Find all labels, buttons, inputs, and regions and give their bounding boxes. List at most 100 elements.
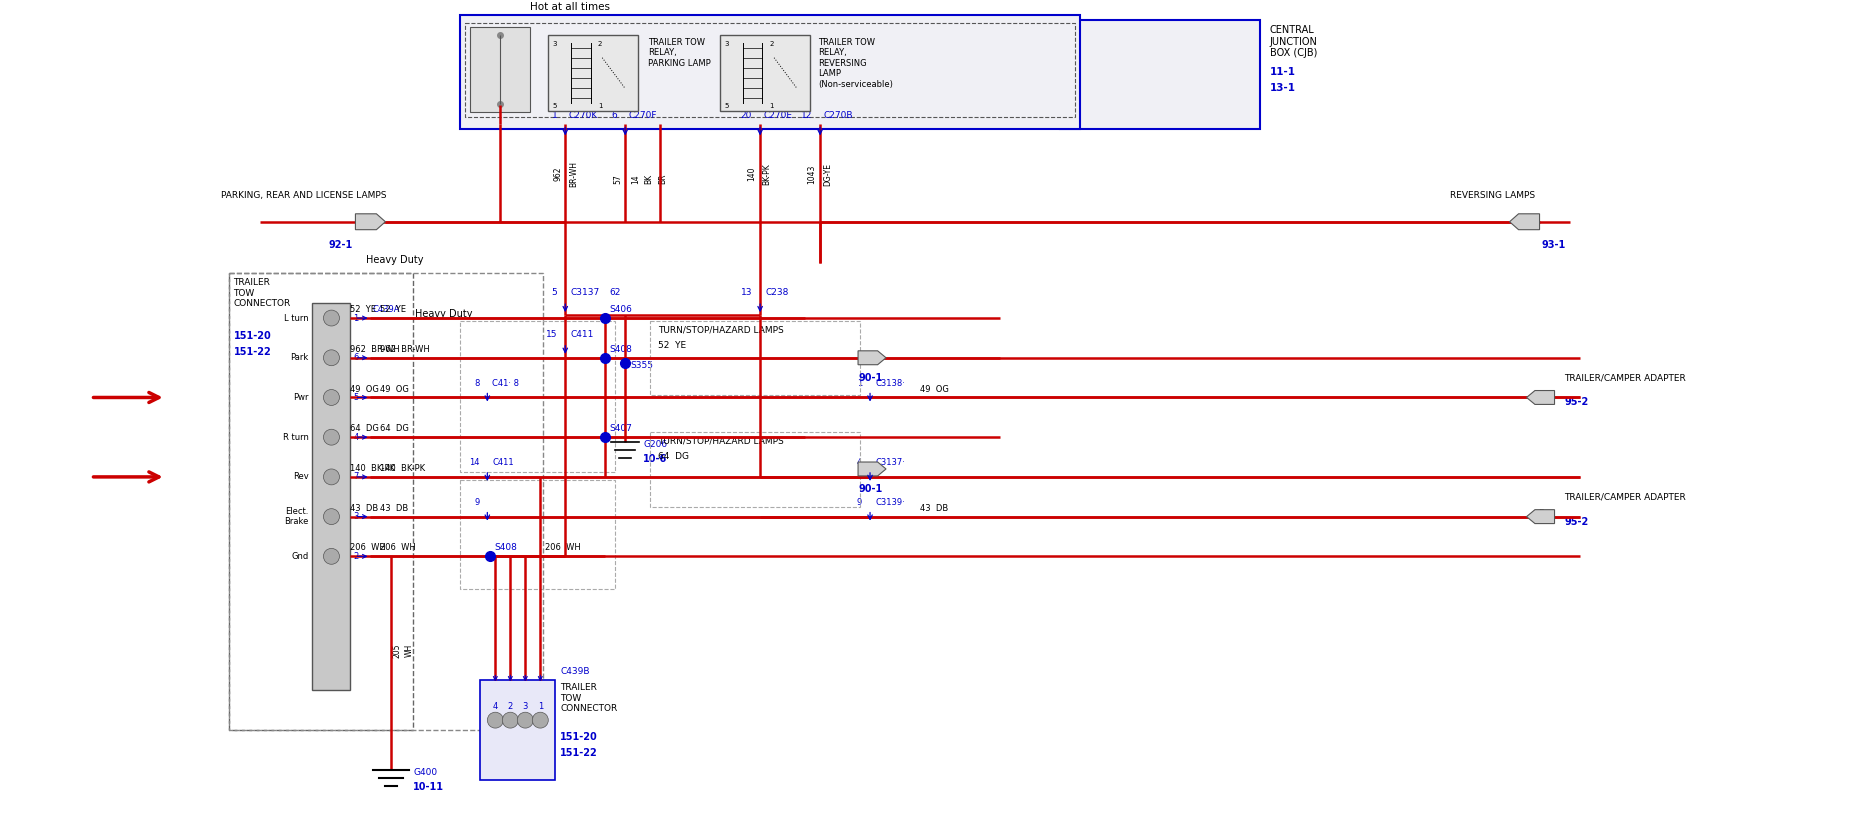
Text: Gnd: Gnd: [291, 552, 308, 560]
Text: 52  YE: 52 YE: [380, 305, 406, 314]
Circle shape: [323, 508, 339, 524]
Bar: [649, 432, 859, 507]
Text: TRAILER TOW
RELAY,
PARKING LAMP: TRAILER TOW RELAY, PARKING LAMP: [647, 38, 710, 68]
Text: 1: 1: [857, 378, 861, 388]
Text: PARKING, REAR AND LICENSE LAMPS: PARKING, REAR AND LICENSE LAMPS: [221, 191, 386, 200]
Text: C3137·: C3137·: [874, 458, 905, 467]
Text: 52  YE: 52 YE: [351, 305, 377, 314]
Text: Rev: Rev: [293, 472, 308, 482]
Text: 43  DB: 43 DB: [351, 503, 378, 513]
Bar: [228, 274, 544, 730]
Text: 962  BR-WH: 962 BR-WH: [351, 345, 401, 354]
Text: BR: BR: [659, 174, 668, 185]
Text: 52  YE: 52 YE: [659, 341, 686, 350]
Text: 1: 1: [770, 102, 774, 108]
Text: BK: BK: [644, 174, 653, 184]
Polygon shape: [356, 214, 386, 230]
Text: F10
20A: F10 20A: [490, 43, 506, 62]
Text: TURN/STOP/HAZARD LAMPS: TURN/STOP/HAZARD LAMPS: [659, 325, 783, 334]
Text: 5: 5: [553, 102, 556, 108]
Text: S408: S408: [493, 544, 518, 552]
Text: 6: 6: [610, 112, 618, 121]
Text: 1: 1: [551, 112, 556, 121]
Text: TRAILER/CAMPER ADAPTER: TRAILER/CAMPER ADAPTER: [1564, 373, 1686, 383]
Circle shape: [323, 549, 339, 565]
Text: TRAILER
TOW
CONNECTOR: TRAILER TOW CONNECTOR: [234, 279, 291, 308]
Bar: [720, 35, 809, 111]
Text: L turn: L turn: [284, 314, 308, 322]
Bar: [460, 15, 1080, 129]
Text: 3: 3: [352, 512, 358, 521]
Text: 12: 12: [800, 112, 812, 121]
Polygon shape: [857, 462, 885, 476]
Text: 7: 7: [352, 472, 358, 482]
Text: 1: 1: [538, 702, 544, 711]
Text: TRAILER TOW
RELAY,
REVERSING
LAMP
(Non-serviceable): TRAILER TOW RELAY, REVERSING LAMP (Non-s…: [818, 38, 892, 89]
Text: Elect.
Brake: Elect. Brake: [284, 507, 308, 526]
Text: 151-22: 151-22: [560, 748, 597, 758]
Text: 4: 4: [352, 433, 358, 441]
Text: 2: 2: [597, 41, 601, 47]
Text: 1: 1: [597, 102, 601, 108]
Text: 11-1: 11-1: [1269, 67, 1295, 77]
Text: 43  DB: 43 DB: [920, 503, 948, 513]
Text: TURN/STOP/HAZARD LAMPS: TURN/STOP/HAZARD LAMPS: [659, 436, 783, 446]
Text: 14: 14: [469, 458, 479, 467]
Text: 9: 9: [473, 498, 479, 507]
Text: Hot at all times: Hot at all times: [531, 3, 610, 13]
Text: 206  WH: 206 WH: [545, 544, 581, 552]
Text: S407: S407: [608, 425, 633, 433]
Text: 49  OG: 49 OG: [351, 384, 378, 393]
Text: 206  WH: 206 WH: [351, 544, 386, 552]
Bar: [547, 35, 638, 111]
Text: G400: G400: [414, 768, 438, 777]
Text: S355: S355: [631, 361, 653, 370]
Text: 13: 13: [740, 289, 751, 297]
Circle shape: [518, 712, 532, 728]
Text: 205: 205: [393, 644, 403, 658]
Text: Heavy Duty: Heavy Duty: [365, 255, 423, 265]
Text: 2: 2: [770, 41, 774, 47]
Text: A: A: [1538, 390, 1543, 399]
Text: 92-1: 92-1: [328, 240, 352, 250]
Text: 13-1: 13-1: [1269, 83, 1295, 93]
Text: S408: S408: [608, 345, 633, 354]
Text: 140  BK-PK: 140 BK-PK: [351, 464, 395, 473]
Text: 43  DB: 43 DB: [380, 503, 408, 513]
Text: TRAILER/CAMPER ADAPTER: TRAILER/CAMPER ADAPTER: [1564, 492, 1686, 502]
Bar: [460, 480, 614, 589]
Text: C3137: C3137: [569, 289, 599, 297]
Text: 5: 5: [551, 289, 556, 297]
Text: WH: WH: [404, 644, 414, 657]
Text: TRAILER
TOW
CONNECTOR: TRAILER TOW CONNECTOR: [560, 684, 618, 713]
Text: C270F: C270F: [627, 112, 657, 121]
Text: 140: 140: [748, 167, 757, 181]
Text: C270E: C270E: [762, 112, 792, 121]
Text: 10-6: 10-6: [644, 454, 668, 464]
Text: C411: C411: [492, 458, 514, 467]
Text: Heavy Duty: Heavy Duty: [416, 309, 473, 319]
Text: G206: G206: [644, 440, 668, 449]
Text: 14: 14: [631, 175, 640, 184]
Text: 5: 5: [723, 102, 729, 108]
Text: 64  DG: 64 DG: [659, 452, 688, 461]
Bar: [469, 27, 531, 112]
Text: 2: 2: [508, 702, 512, 711]
Text: 93-1: 93-1: [1542, 240, 1566, 250]
Polygon shape: [857, 351, 885, 365]
Text: C238: C238: [764, 289, 788, 297]
Text: R turn: R turn: [282, 433, 308, 441]
Text: C3139·: C3139·: [874, 498, 903, 507]
Bar: [312, 303, 351, 690]
Polygon shape: [1525, 509, 1554, 524]
Polygon shape: [1525, 390, 1554, 404]
Text: 1043: 1043: [807, 164, 816, 184]
Text: C3138·: C3138·: [874, 378, 905, 388]
Text: 3: 3: [723, 41, 729, 47]
Text: 5: 5: [352, 393, 358, 402]
Text: S406: S406: [608, 305, 633, 314]
Text: 6: 6: [352, 353, 358, 362]
Text: C439B: C439B: [560, 668, 590, 676]
Bar: [649, 321, 859, 395]
Text: BR-WH: BR-WH: [568, 161, 577, 187]
